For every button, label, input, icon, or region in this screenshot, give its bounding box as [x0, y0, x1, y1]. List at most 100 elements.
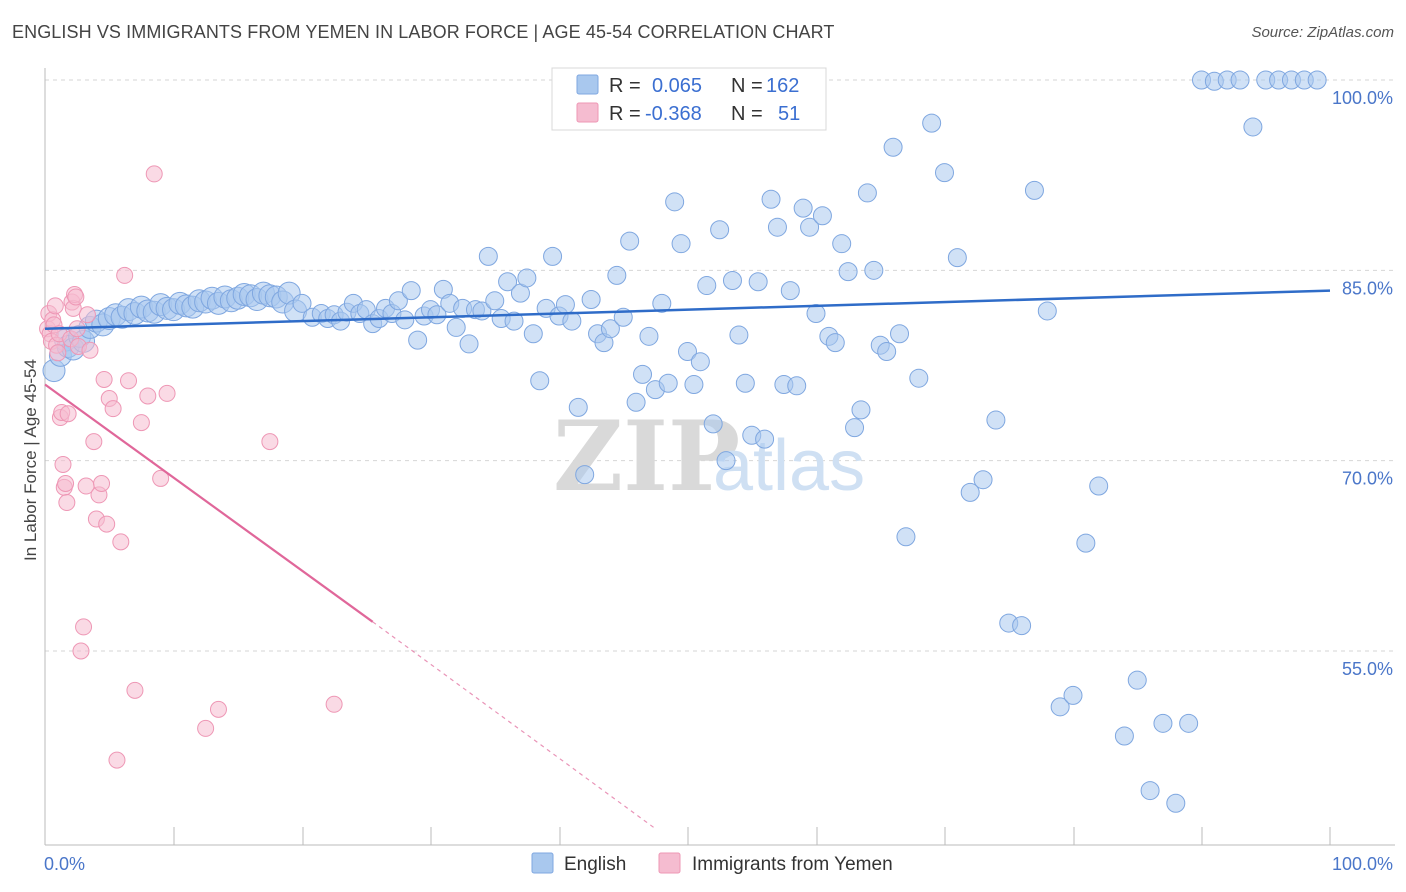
english-point: [1307, 70, 1327, 90]
yemen-point: [58, 494, 76, 512]
y-tick-label-70: 70.0%: [1342, 469, 1393, 489]
yemen-point: [132, 414, 150, 432]
english-point: [787, 376, 807, 396]
english-point: [292, 293, 312, 313]
legend-yemen-r-label: R =: [609, 103, 641, 125]
watermark-atlas: atlas: [713, 426, 865, 506]
yemen-points: [39, 165, 343, 769]
yemen-point: [95, 370, 113, 388]
legend-yemen-n-label: N =: [731, 103, 763, 125]
yemen-point: [112, 533, 130, 551]
english-point: [761, 189, 781, 209]
english-point: [459, 334, 479, 354]
yemen-point: [116, 266, 134, 284]
yemen-point: [108, 751, 126, 769]
x-tick-label-min: 0.0%: [44, 854, 85, 874]
yemen-point: [93, 475, 111, 493]
english-point: [626, 392, 646, 412]
bottom-legend: English Immigrants from Yemen: [531, 852, 893, 875]
yemen-point: [54, 455, 72, 473]
english-point: [812, 206, 832, 226]
english-point: [504, 311, 524, 331]
yemen-point: [81, 341, 99, 359]
english-point: [478, 246, 498, 266]
yemen-point: [46, 297, 64, 315]
legend-yemen-n-value: 51: [778, 103, 800, 125]
english-point: [401, 281, 421, 301]
english-point: [1063, 685, 1083, 705]
english-point: [530, 371, 550, 391]
english-point: [607, 265, 627, 285]
english-point: [446, 317, 466, 337]
grid-lines: [45, 79, 1395, 652]
bottom-legend-yemen-label: Immigrants from Yemen: [692, 854, 893, 875]
english-point: [986, 410, 1006, 430]
top-legend: R = 0.065 N = 162 R = -0.368 N = 51: [551, 67, 827, 131]
english-point: [832, 234, 852, 254]
english-point: [909, 368, 929, 388]
english-point: [620, 231, 640, 251]
legend-yemen-swatch: [576, 102, 599, 123]
english-point: [883, 137, 903, 157]
english-point: [633, 364, 653, 384]
english-point: [806, 303, 826, 323]
english-point: [517, 268, 537, 288]
english-point: [555, 295, 575, 315]
english-point: [523, 324, 543, 344]
axes: [44, 68, 1395, 846]
english-point: [755, 429, 775, 449]
legend-english-r-label: R =: [609, 75, 641, 97]
yemen-point: [325, 695, 343, 713]
english-point: [838, 262, 858, 282]
english-point: [1076, 533, 1096, 553]
source-label: Source: ZipAtlas.com: [1251, 24, 1394, 41]
english-point: [600, 319, 620, 339]
english-point: [729, 325, 749, 345]
yemen-point: [139, 387, 157, 405]
english-point: [748, 272, 768, 292]
english-point: [703, 414, 723, 434]
y-tick-label-55: 55.0%: [1342, 659, 1393, 679]
english-point: [485, 291, 505, 311]
yemen-point: [75, 618, 93, 636]
english-point: [947, 248, 967, 268]
english-point: [575, 465, 595, 485]
english-point: [845, 418, 865, 438]
legend-yemen-r-value: -0.368: [645, 103, 702, 125]
legend-english-n-label: N =: [731, 75, 763, 97]
english-point: [793, 198, 813, 218]
english-point: [864, 260, 884, 280]
yemen-point: [59, 405, 77, 423]
english-point: [851, 400, 871, 420]
yemen-point: [57, 475, 75, 493]
english-point: [671, 234, 691, 254]
english-point: [973, 470, 993, 490]
y-axis-title: In Labor Force | Age 45-54: [21, 359, 40, 561]
english-point: [710, 220, 730, 240]
bottom-legend-english-swatch: [531, 852, 554, 874]
english-point: [581, 290, 601, 310]
english-point: [562, 311, 582, 331]
english-point: [1024, 180, 1044, 200]
y-tick-label-100: 100.0%: [1332, 88, 1393, 108]
english-point: [684, 375, 704, 395]
english-point: [960, 482, 980, 502]
bottom-legend-english-label: English: [564, 854, 626, 875]
english-point: [1089, 476, 1109, 496]
english-point: [1012, 616, 1032, 636]
english-points: [42, 70, 1327, 813]
yemen-point: [197, 719, 215, 737]
yemen-point: [152, 469, 170, 487]
chart-title: ENGLISH VS IMMIGRANTS FROM YEMEN IN LABO…: [12, 22, 835, 42]
english-point: [658, 373, 678, 393]
english-point: [735, 373, 755, 393]
english-point: [877, 342, 897, 362]
english-point: [922, 113, 942, 133]
english-point: [896, 527, 916, 547]
english-point: [1037, 301, 1057, 321]
english-point: [1114, 726, 1134, 746]
english-point: [780, 281, 800, 301]
yemen-point: [126, 681, 144, 699]
trend-lines: [44, 289, 1331, 830]
english-point: [1243, 117, 1263, 137]
